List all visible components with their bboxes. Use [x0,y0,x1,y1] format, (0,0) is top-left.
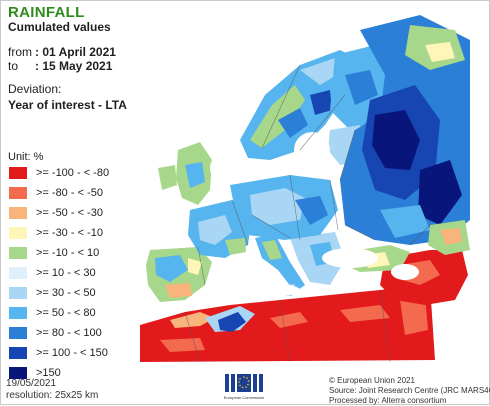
legend-unit: Unit: % [8,151,44,163]
legend-label: >= 50 - < 80 [36,307,96,319]
period-from: from: 01 April 2021 [8,45,116,59]
from-value: : 01 April 2021 [35,45,116,59]
period-to: to : 15 May 2021 [8,59,112,73]
legend-label: >= -100 - < -80 [36,167,110,179]
british-isles-region [158,142,212,205]
legend-row: >= -30 - < -10 [8,223,109,243]
legend-row: >= 10 - < 30 [8,263,109,283]
legend-row: >= -50 - < -30 [8,203,109,223]
processed-line: Processed by: Alterra consortium [329,396,447,405]
to-value: : 15 May 2021 [35,59,113,73]
resolution-label: resolution: 25x25 km [6,390,99,401]
legend-row: >= 50 - < 80 [8,303,109,323]
legend-swatch [8,346,28,360]
legend-label: >= 80 - < 100 [36,327,102,339]
north-africa-region [140,285,435,362]
legend-swatch [8,306,28,320]
map-title: RAINFALL [8,4,85,21]
iberia-region [146,247,212,302]
legend-swatch [8,246,28,260]
legend-row: >= 30 - < 50 [8,283,109,303]
from-label: from [8,45,32,59]
legend-swatch [8,326,28,340]
legend-label: >= 100 - < 150 [36,347,108,359]
legend-label: >= -80 - < -50 [36,187,103,199]
deviation-label: Deviation: [8,82,62,96]
legend-label: >= -10 - < 10 [36,247,100,259]
deviation-value: Year of interest - LTA [8,98,127,112]
caucasus-region [428,220,470,255]
legend-row: >= -10 - < 10 [8,243,109,263]
legend-swatch [8,186,28,200]
country-borders [184,64,431,363]
legend-label: >= -30 - < -10 [36,227,103,239]
legend-row: >= 100 - < 150 [8,343,109,363]
legend-row: >= 80 - < 100 [8,323,109,343]
legend-swatch [8,266,28,280]
central-europe-region [230,175,338,240]
legend-swatch [8,366,28,380]
western-europe-region [188,200,252,258]
legend-row: >= -80 - < -50 [8,183,109,203]
credits: © European Union 2021 Source: Joint Rese… [329,376,490,406]
legend-row: >150 [8,363,109,383]
legend: >= -100 - < -80 >= -80 - < -50 >= -50 - < … [8,163,109,383]
legend-row: >= -100 - < -80 [8,163,109,183]
legend-label: >= -50 - < -30 [36,207,103,219]
legend-swatch [8,166,28,180]
eastern-europe-region [340,15,470,245]
legend-label: >150 [36,367,61,379]
sea-areas [210,132,419,298]
issue-date: 19/05/2021 [6,378,57,389]
to-label: to [8,59,19,73]
copyright-line: © European Union 2021 [329,376,415,385]
legend-label: >= 30 - < 50 [36,287,96,299]
legend-swatch [8,206,28,220]
legend-swatch [8,226,28,240]
source-line: Source: Joint Research Centre (JRC MARS4… [329,386,490,395]
legend-swatch [8,286,28,300]
european-commission-logo: European Commission [222,372,266,402]
scandinavia-region [240,50,360,160]
map-subtitle: Cumulated values [8,20,111,34]
legend-label: >= 10 - < 30 [36,267,96,279]
svg-text:European Commission: European Commission [224,395,264,400]
